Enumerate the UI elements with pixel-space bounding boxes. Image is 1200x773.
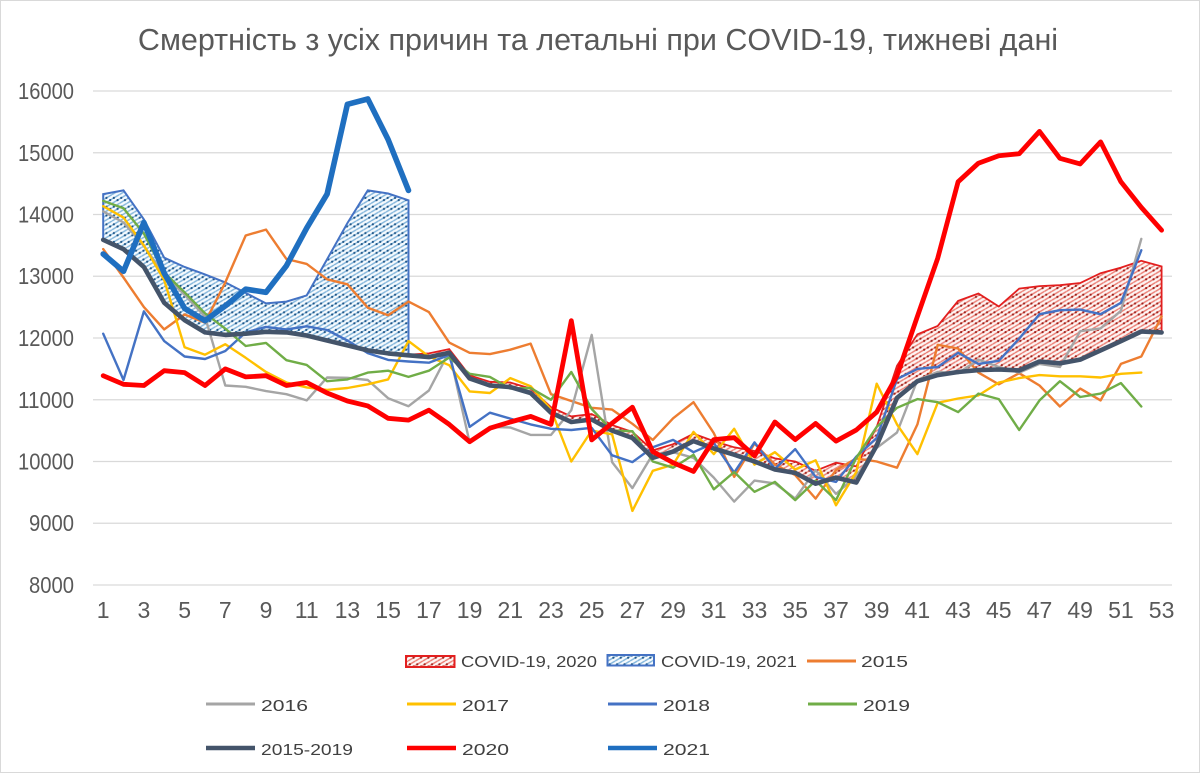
- svg-text:3: 3: [138, 597, 151, 623]
- svg-text:47: 47: [1027, 597, 1053, 623]
- svg-text:27: 27: [620, 597, 646, 623]
- svg-text:49: 49: [1067, 597, 1093, 623]
- svg-text:15: 15: [375, 597, 401, 623]
- svg-text:25: 25: [579, 597, 605, 623]
- svg-text:13: 13: [335, 597, 361, 623]
- svg-text:45: 45: [986, 597, 1012, 623]
- svg-text:17: 17: [416, 597, 442, 623]
- svg-text:14000: 14000: [18, 202, 74, 228]
- svg-text:8000: 8000: [29, 572, 74, 598]
- svg-text:2021: 2021: [663, 742, 710, 759]
- svg-text:39: 39: [864, 597, 890, 623]
- svg-text:53: 53: [1149, 597, 1175, 623]
- svg-text:23: 23: [538, 597, 564, 623]
- svg-text:43: 43: [945, 597, 971, 623]
- svg-text:31: 31: [701, 597, 727, 623]
- svg-text:5: 5: [178, 597, 191, 623]
- svg-text:9000: 9000: [29, 510, 74, 536]
- svg-text:2018: 2018: [663, 698, 710, 715]
- svg-text:19: 19: [457, 597, 483, 623]
- svg-text:Смертність з усіх причин та ле: Смертність з усіх причин та летальні при…: [138, 23, 1058, 57]
- svg-text:COVID-19, 2020: COVID-19, 2020: [461, 654, 597, 671]
- svg-text:41: 41: [905, 597, 931, 623]
- svg-text:2015-2019: 2015-2019: [261, 742, 353, 759]
- svg-text:10000: 10000: [18, 449, 74, 475]
- svg-text:13000: 13000: [18, 263, 74, 289]
- svg-text:15000: 15000: [18, 140, 74, 166]
- svg-text:9: 9: [260, 597, 273, 623]
- svg-text:11000: 11000: [18, 387, 74, 413]
- svg-text:2015: 2015: [861, 654, 908, 671]
- svg-text:1: 1: [97, 597, 110, 623]
- svg-text:35: 35: [782, 597, 808, 623]
- svg-text:29: 29: [660, 597, 686, 623]
- svg-text:2016: 2016: [261, 698, 308, 715]
- svg-text:2019: 2019: [863, 698, 910, 715]
- svg-text:2020: 2020: [462, 742, 509, 759]
- svg-text:37: 37: [823, 597, 849, 623]
- svg-text:7: 7: [219, 597, 232, 623]
- svg-text:51: 51: [1108, 597, 1134, 623]
- svg-text:COVID-19, 2021: COVID-19, 2021: [661, 654, 797, 671]
- svg-text:33: 33: [742, 597, 768, 623]
- svg-text:2017: 2017: [462, 698, 509, 715]
- svg-text:12000: 12000: [18, 325, 74, 351]
- svg-text:16000: 16000: [18, 78, 74, 104]
- svg-text:11: 11: [295, 597, 319, 623]
- svg-text:21: 21: [498, 597, 524, 623]
